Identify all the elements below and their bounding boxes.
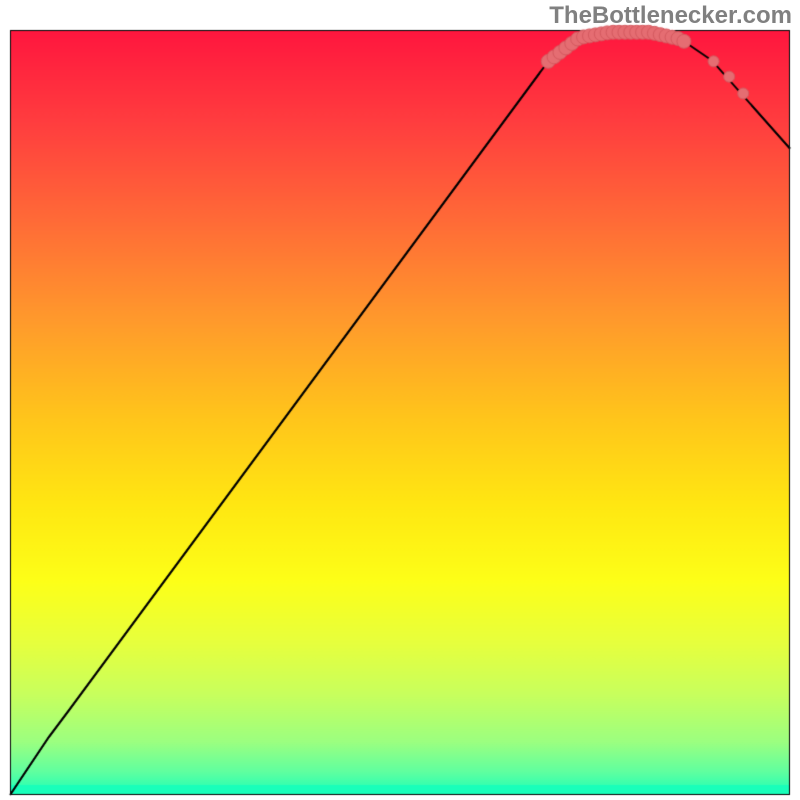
chart-container: TheBottlenecker.com	[0, 0, 800, 800]
gradient-chart-canvas	[0, 0, 800, 800]
watermark-text: TheBottlenecker.com	[549, 2, 792, 30]
